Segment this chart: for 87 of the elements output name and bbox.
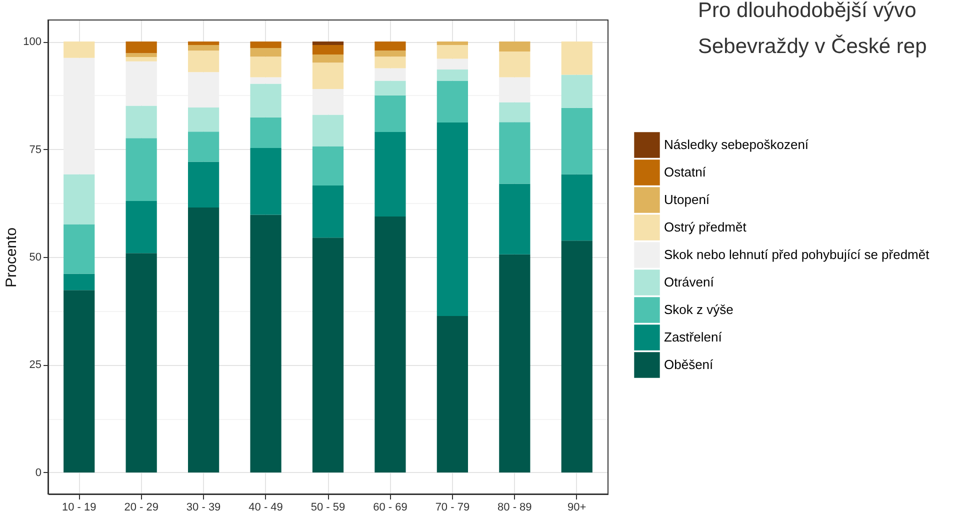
- bar: [188, 42, 220, 45]
- bar: [374, 68, 406, 81]
- bar: [436, 70, 468, 81]
- bar: [126, 42, 157, 54]
- legend-label: Ostrý předmět: [664, 220, 747, 234]
- bar: [374, 56, 406, 68]
- bar: [499, 254, 530, 472]
- bar: [64, 174, 95, 224]
- bar: [499, 122, 530, 184]
- bar: [436, 80, 468, 123]
- x-tick-label: 50 - 59: [310, 502, 346, 514]
- x-tick-label: 80 - 89: [498, 502, 532, 514]
- bar: [312, 114, 344, 146]
- bar: [374, 216, 406, 472]
- bar: [499, 184, 530, 254]
- legend-label: Ostatní: [664, 164, 706, 180]
- bar: [64, 274, 95, 290]
- bar: [188, 44, 220, 51]
- bar: [561, 74, 592, 108]
- bar: [126, 106, 157, 138]
- y-axis-title: Procento: [3, 227, 20, 288]
- bar: [250, 214, 282, 472]
- y-tick-label: 100: [23, 36, 42, 48]
- text: Sebevraždy v České rep: [698, 34, 927, 58]
- legend-label: Následky sebepoškození: [664, 137, 809, 152]
- bar: [374, 132, 406, 216]
- bar: [188, 162, 220, 208]
- bar: [250, 117, 282, 148]
- y-tick-label: 0: [35, 466, 42, 479]
- bar: [561, 42, 592, 75]
- bar: [374, 80, 406, 96]
- text: Pro dlouhodobější vývo: [698, 0, 916, 22]
- legend-label: Utopení: [664, 192, 710, 207]
- bar: [250, 56, 282, 78]
- bar: [312, 185, 344, 238]
- legend-label: Otrávení: [664, 274, 714, 290]
- y-tick-label: 50: [29, 252, 42, 264]
- bar: [188, 50, 220, 72]
- bar: [499, 42, 530, 52]
- legend-label: Skok z výše: [664, 302, 734, 317]
- bar: [250, 84, 282, 118]
- bar: [250, 148, 282, 215]
- bar: [126, 57, 157, 62]
- bar: [126, 138, 157, 201]
- legend-label: Skok nebo lehnutí před pohybující se předmět: [664, 247, 930, 262]
- bar: [374, 42, 406, 51]
- bar: [126, 253, 157, 472]
- y-tick-label: 25: [29, 359, 42, 372]
- x-tick-label: 20 - 29: [124, 502, 158, 514]
- x-tick-label: 40 - 49: [248, 502, 283, 514]
- bar: [250, 48, 282, 57]
- bar: [561, 240, 592, 472]
- bar: [561, 174, 592, 241]
- bar: [312, 42, 344, 45]
- bar: [499, 102, 530, 122]
- bar: [126, 53, 157, 58]
- bar: [188, 107, 220, 132]
- bar: [188, 132, 220, 162]
- bar: [64, 42, 95, 58]
- x-tick-label: 90+: [568, 502, 586, 514]
- bar: [436, 316, 468, 472]
- bar: [188, 207, 220, 472]
- bar: [436, 122, 468, 316]
- bar: [499, 51, 530, 78]
- bar: [126, 200, 157, 254]
- x-tick-label: 10 - 19: [62, 502, 96, 514]
- bar: [312, 62, 344, 89]
- bar: [64, 224, 95, 274]
- bar: [250, 42, 282, 48]
- bar: [561, 108, 592, 174]
- bar: [312, 54, 344, 63]
- bar: [436, 42, 468, 45]
- bar: [64, 290, 95, 472]
- bar: [250, 77, 282, 84]
- bar: [374, 50, 406, 57]
- bar: [374, 95, 406, 132]
- bar: [436, 58, 468, 70]
- legend-label: Oběšení: [664, 357, 714, 372]
- legend-label: Zastřelení: [664, 330, 722, 344]
- bar: [312, 238, 344, 472]
- bar: [312, 44, 344, 54]
- y-tick-label: 75: [29, 144, 42, 156]
- x-tick-label: 60 - 69: [373, 502, 408, 514]
- bar: [312, 146, 344, 186]
- x-tick-label: 30 - 39: [186, 502, 221, 514]
- x-tick-label: 70 - 79: [435, 502, 470, 514]
- bar: [436, 44, 468, 59]
